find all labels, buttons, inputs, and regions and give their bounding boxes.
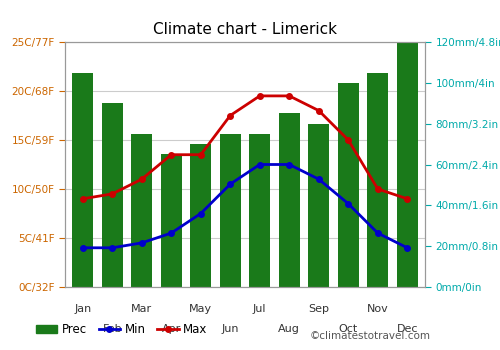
Bar [132,134,152,287]
Bar [220,134,240,287]
Legend: Prec, Min, Max: Prec, Min, Max [31,318,212,341]
Bar [161,154,182,287]
Bar [190,144,211,287]
Bar [279,113,299,287]
Text: ©climatestotravel.com: ©climatestotravel.com [310,331,431,341]
Bar [368,73,388,287]
Bar [308,124,329,287]
Text: Jan: Jan [74,304,92,314]
Bar [397,42,417,287]
Title: Climate chart - Limerick: Climate chart - Limerick [153,22,337,37]
Text: Apr: Apr [162,324,181,334]
Text: Nov: Nov [367,304,388,314]
Text: May: May [189,304,212,314]
Text: Dec: Dec [396,324,418,334]
Text: Jul: Jul [253,304,266,314]
Bar [102,103,122,287]
Bar [338,83,358,287]
Bar [250,134,270,287]
Text: Sep: Sep [308,304,330,314]
Text: Jun: Jun [222,324,239,334]
Text: Mar: Mar [131,304,152,314]
Bar [72,73,93,287]
Text: Feb: Feb [102,324,122,334]
Text: Oct: Oct [338,324,358,334]
Text: Aug: Aug [278,324,300,334]
